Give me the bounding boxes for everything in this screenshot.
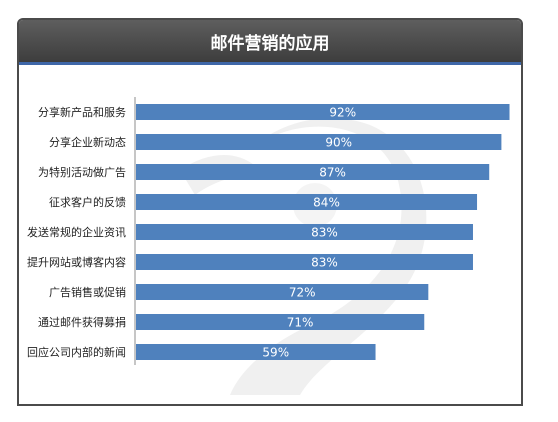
category-label: 通过邮件获得募捐	[38, 315, 126, 329]
category-label: 分享新产品和服务	[38, 105, 126, 119]
value-label: 92%	[329, 106, 356, 120]
category-label: 回应公司内部的新闻	[27, 345, 126, 359]
value-label: 59%	[262, 346, 289, 360]
bar	[136, 134, 502, 150]
value-label: 83%	[311, 226, 338, 240]
value-label: 72%	[289, 286, 316, 300]
bar	[136, 254, 473, 270]
category-label: 为特别活动做广告	[38, 165, 126, 179]
bar	[136, 104, 510, 120]
value-label: 83%	[311, 256, 338, 270]
category-label: 提升网站或博客内容	[27, 255, 126, 269]
chart-frame: 邮件营销的应用	[17, 18, 523, 406]
category-label: 征求客户的反馈	[49, 195, 126, 209]
chart-title: 邮件营销的应用	[19, 20, 521, 62]
bar	[136, 224, 473, 240]
bar	[136, 314, 425, 330]
value-label: 87%	[319, 166, 346, 180]
bar	[136, 284, 429, 300]
value-label: 90%	[325, 136, 352, 150]
title-underline	[19, 62, 521, 65]
category-label: 发送常规的企业资讯	[27, 225, 126, 239]
bar	[136, 164, 490, 180]
value-label: 71%	[287, 316, 314, 330]
category-label: 分享企业新动态	[49, 135, 126, 149]
bar	[136, 344, 376, 360]
category-label: 广告销售或促销	[49, 285, 126, 299]
value-label: 84%	[313, 196, 340, 210]
bar	[136, 194, 478, 210]
